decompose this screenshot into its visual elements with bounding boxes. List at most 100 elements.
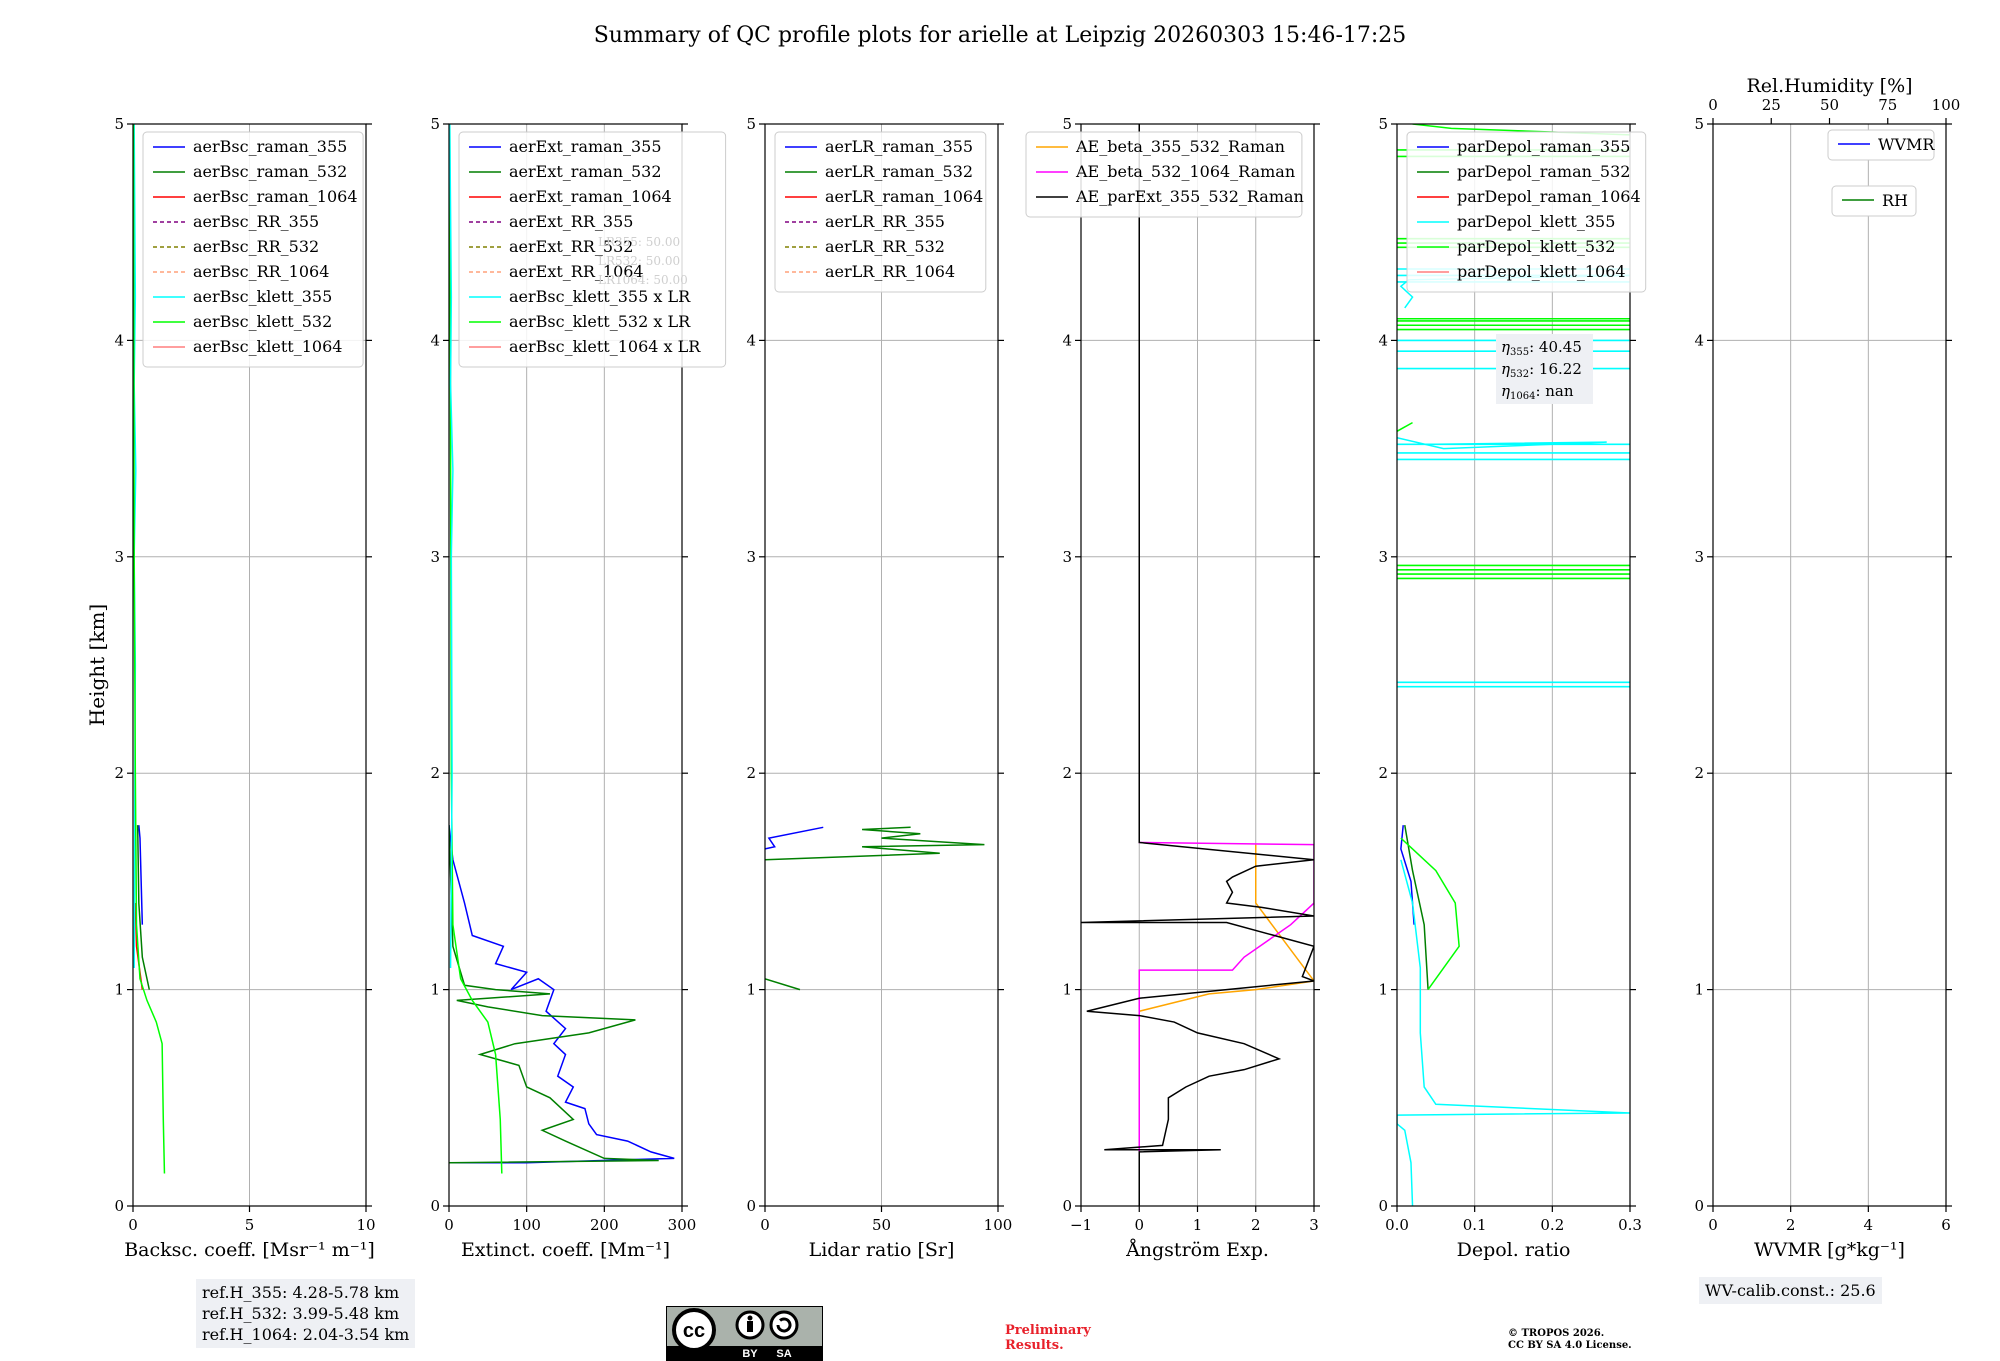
legend-wvmr: WVMR — [1827, 129, 1935, 161]
legend-label: aerLR_raman_532 — [825, 162, 973, 181]
legend-label: parDepol_raman_532 — [1457, 162, 1630, 181]
y-tick-label: 2 — [1062, 764, 1072, 782]
panel-lr: 0 50 100 0 1 2 3 4 5 Lidar ratio [Sr] aerLR_raman_… — [746, 115, 1012, 1261]
top-x-tick-label: 75 — [1878, 96, 1897, 114]
y-tick-label: 1 — [430, 981, 440, 999]
series-line-aerBsc_klett_355 x LR — [449, 124, 454, 968]
legend-label: aerLR_raman_355 — [825, 137, 973, 156]
eta-355: η355: 40.45 — [1501, 338, 1582, 358]
y-tick-label: 1 — [746, 981, 756, 999]
x-axis-label: Ångström Exp. — [1125, 1239, 1269, 1261]
x-tick-label: 5 — [245, 1216, 255, 1234]
preliminary-line-1: Preliminary — [1005, 1323, 1091, 1338]
legend-label: RH — [1882, 191, 1908, 210]
legend-label: aerBsc_klett_532 x LR — [509, 312, 691, 331]
y-tick-label: 3 — [1378, 548, 1388, 566]
legend-label: aerExt_raman_1064 — [509, 187, 672, 206]
x-axis-label: Backsc. coeff. [Msr⁻¹ m⁻¹] — [124, 1239, 375, 1261]
y-axis-label: Height [km] — [85, 604, 109, 726]
series-line-aerLR_raman_532 — [765, 826, 985, 861]
cc-icon — [672, 1308, 716, 1352]
eta-background — [1496, 334, 1593, 404]
legend-label: aerBsc_klett_355 — [193, 287, 332, 306]
data-layer — [449, 124, 675, 1174]
eta-1064: η1064: nan — [1501, 382, 1574, 402]
x-tick-label: 0 — [444, 1216, 454, 1234]
ref-height-532: ref.H_532: 3.99-5.48 km — [202, 1304, 400, 1323]
data-layer — [765, 826, 985, 991]
y-tick-label: 0 — [114, 1197, 124, 1215]
legend-box — [142, 131, 364, 368]
legend: aerLR_raman_355 aerLR_raman_532 aerLR_rama… — [774, 131, 987, 293]
y-tick-label: 4 — [430, 331, 440, 349]
x-tick-label: 0 — [1134, 1216, 1144, 1234]
legend-box — [1406, 131, 1647, 293]
ref-height-355: ref.H_355: 4.28-5.78 km — [202, 1283, 400, 1302]
series-line-aerBsc_raman_355 — [138, 825, 144, 925]
legend-label: aerLR_RR_355 — [825, 212, 945, 231]
legend-label: aerExt_RR_355 — [509, 212, 633, 231]
legend-rh: RH — [1831, 185, 1917, 217]
preliminary-note: Preliminary Results. — [1005, 1323, 1091, 1353]
copyright-line-1: © TROPOS 2026. — [1508, 1328, 1605, 1339]
y-tick-label: 0 — [430, 1197, 440, 1215]
x-tick-label: 4 — [1864, 1216, 1874, 1234]
legend-label: AE_parExt_355_532_Raman — [1075, 187, 1304, 206]
y-tick-label: 1 — [1062, 981, 1072, 999]
y-tick-label: 5 — [1378, 115, 1388, 133]
y-tick-label: 2 — [114, 764, 124, 782]
y-tick-label: 5 — [1062, 115, 1072, 133]
top-x-tick-label: 25 — [1762, 96, 1781, 114]
ref-heights-box: ref.H_355: 4.28-5.78 km ref.H_532: 3.99-… — [196, 1279, 416, 1348]
cc-sa-label: SA — [776, 1348, 791, 1360]
top-x-tick-label: 100 — [1932, 96, 1961, 114]
legend-label: aerBsc_RR_532 — [193, 237, 319, 256]
squiggle-line — [1397, 437, 1607, 450]
y-tick-label: 0 — [1694, 1197, 1704, 1215]
y-tick-label: 3 — [430, 548, 440, 566]
legend-box — [1827, 129, 1935, 161]
top-x-tick-label: 50 — [1820, 96, 1839, 114]
x-tick-label: 0.1 — [1463, 1216, 1487, 1234]
squiggle-line — [1397, 421, 1413, 432]
y-tick-label: 1 — [1378, 981, 1388, 999]
data-layer — [133, 124, 166, 1174]
y-tick-label: 5 — [114, 115, 124, 133]
legend-label: aerBsc_RR_1064 — [193, 262, 329, 281]
y-tick-label: 2 — [1378, 764, 1388, 782]
legend-label: aerExt_raman_532 — [509, 162, 662, 181]
x-tick-label: 0 — [1708, 1216, 1718, 1234]
x-tick-label: 2 — [1786, 1216, 1796, 1234]
legend-label: parDepol_raman_1064 — [1457, 187, 1641, 206]
legend-label: parDepol_klett_1064 — [1457, 262, 1626, 281]
lr-text-1: LR532: 50.00 — [598, 254, 680, 268]
series-line-AE_beta_355_532_Raman — [1139, 844, 1314, 1012]
x-axis-label: Lidar ratio [Sr] — [809, 1239, 955, 1261]
y-tick-label: 5 — [430, 115, 440, 133]
lr-text-0: LR355: 50.00 — [598, 235, 680, 249]
y-tick-label: 4 — [1062, 331, 1072, 349]
series-line-parDepol_klett_355 — [1397, 859, 1630, 1206]
x-tick-label: 0.2 — [1540, 1216, 1564, 1234]
lr-annotation: LR355: 50.00 LR532: 50.00 LR1064: 50.00 — [598, 235, 688, 287]
axes-frame — [1396, 123, 1631, 1207]
x-tick-label: 0.3 — [1618, 1216, 1642, 1234]
data-layer — [1081, 124, 1314, 1206]
legend-label: aerBsc_raman_355 — [193, 137, 347, 156]
wv-calib-text: WV-calib.const.: 25.6 — [1705, 1281, 1876, 1300]
copyright-line-2: CC BY SA 4.0 License. — [1508, 1340, 1632, 1351]
eta-532: η532: 16.22 — [1501, 360, 1582, 380]
legend-label: aerExt_RR_532 — [509, 237, 633, 256]
y-tick-label: 0 — [1378, 1197, 1388, 1215]
y-tick-label: 1 — [114, 981, 124, 999]
x-tick-label: 10 — [356, 1216, 375, 1234]
x-tick-label: 100 — [512, 1216, 541, 1234]
panel-depol: 0.0 0.1 0.2 0.3 0 1 2 3 4 5 Depol. ratio parDepol_r… — [1378, 115, 1647, 1261]
axes-frame — [1712, 123, 1947, 1207]
lr-text-2: LR1064: 50.00 — [598, 273, 688, 287]
x-axis-label: Extinct. coeff. [Mm⁻¹] — [461, 1239, 670, 1261]
y-tick-label: 2 — [1694, 764, 1704, 782]
series-line-aerExt_raman_355 — [449, 825, 675, 1164]
